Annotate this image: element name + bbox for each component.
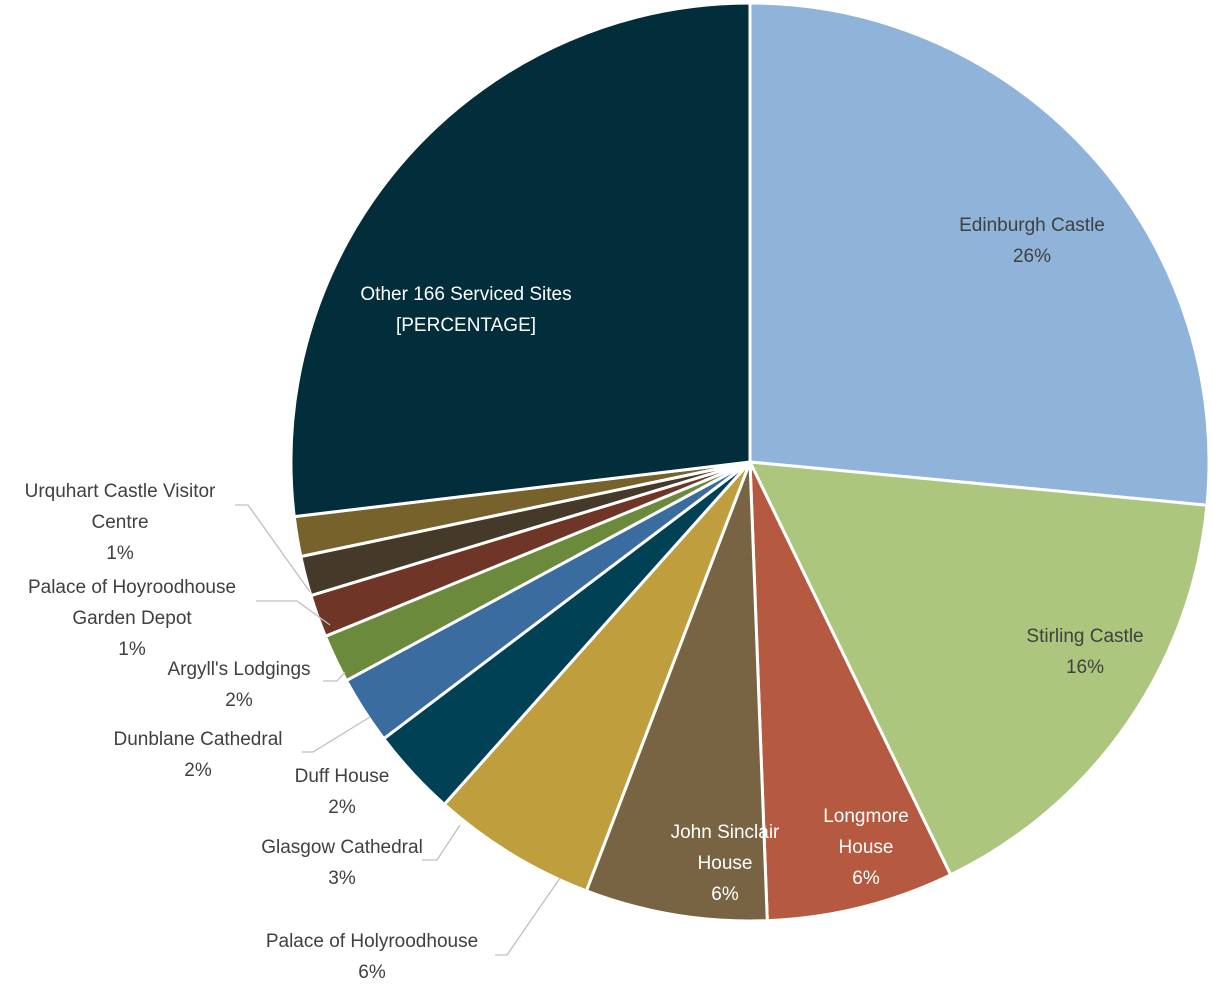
data-label-urquhart-castle-visitor-centre: Urquhart Castle Visitor Centre 1% [25,481,216,564]
leader-line-dunblane-cathedral [302,716,371,753]
slice-name-text: Dunblane Cathedral [113,729,282,750]
slice-name-text: Palace of Holyroodhouse [266,931,478,952]
slice-name-text: House [698,853,753,874]
slice-percent-text: 2% [225,690,253,711]
slice-percent-text: 3% [328,868,356,889]
pie-slice-other-166-serviced-sites [289,1,752,519]
slice-name-text: Other 166 Serviced Sites [360,284,571,305]
data-label-stirling-castle: Stirling Castle 16% [1026,626,1143,678]
leader-line-urquhart-castle-visitor-centre [235,504,311,593]
slice-name-text: Longmore [823,806,909,827]
data-label-palace-of-hoyroodhouse-garden-depot: Palace of Hoyroodhouse Garden Depot 1% [28,577,236,660]
slice-name-text: Argyll's Lodgings [167,659,310,680]
pie-slice-edinburgh-castle [748,1,1211,507]
data-label-palace-of-holyroodhouse: Palace of Holyroodhouse 6% [266,931,478,983]
slice-percent-text: 6% [711,884,739,905]
slice-percent-text: 2% [184,760,212,781]
leader-line-argyll-s-lodgings [323,671,346,682]
slice-name-text: Centre [91,512,148,533]
slice-percent-text: 1% [106,543,134,564]
slice-name-text: Stirling Castle [1026,626,1143,647]
data-label-argyll-s-lodgings: Argyll's Lodgings 2% [167,659,310,711]
slice-percent-text: 1% [118,639,146,660]
data-label-john-sinclair-house: John Sinclair House 6% [671,822,780,905]
slice-percent-text: 26% [1013,246,1051,267]
data-label-dunblane-cathedral: Dunblane Cathedral 2% [113,729,282,781]
pie-slice-john-sinclair-house [584,460,769,923]
slice-name-text: House [839,837,894,858]
data-label-glasgow-cathedral: Glasgow Cathedral 3% [261,837,423,889]
leader-line-palace-of-hoyroodhouse-garden-depot [256,600,331,626]
slice-name-text: Garden Depot [72,608,192,629]
data-label-longmore-house: Longmore House 6% [823,806,909,889]
pie-slice-longmore-house [748,460,953,923]
slice-percent-text: 16% [1066,657,1104,678]
pie-slices [289,1,1211,923]
slice-name-text: Urquhart Castle Visitor [25,481,216,502]
pie-slice-palace-of-holyroodhouse [442,460,752,893]
slice-name-text: Duff House [295,766,390,787]
pie-slice-stirling-castle [748,460,1209,877]
leader-line-palace-of-holyroodhouse [495,877,561,956]
slice-percent-text: 2% [328,797,356,818]
leader-line-glasgow-cathedral [422,824,461,861]
leader-lines [235,504,561,956]
slice-percent-text: 6% [358,962,386,983]
slice-name-text: John Sinclair [671,822,780,843]
data-label-duff-house: Duff House 2% [295,766,390,818]
slice-percent-text: [PERCENTAGE] [396,315,536,336]
slice-name-text: Glasgow Cathedral [261,837,423,858]
slice-name-text: Edinburgh Castle [959,215,1105,236]
slice-percent-text: 6% [852,868,880,889]
data-label-other-166-serviced-sites: Other 166 Serviced Sites [PERCENTAGE] [360,284,571,336]
data-label-edinburgh-castle: Edinburgh Castle 26% [959,215,1105,267]
data-labels: Edinburgh Castle 26% Stirling Castle 16% Lon… [25,215,1144,983]
slice-name-text: Palace of Hoyroodhouse [28,577,236,598]
